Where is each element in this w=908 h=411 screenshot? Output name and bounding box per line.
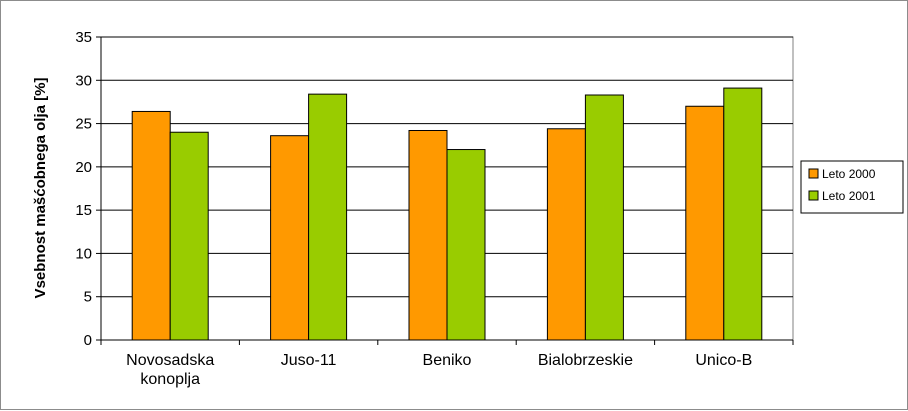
y-tick-label: 20 <box>75 159 92 176</box>
gridlines <box>101 36 793 298</box>
x-category-label: Beniko <box>423 352 472 369</box>
bars <box>131 87 763 341</box>
bar-leto-2001 <box>169 131 209 341</box>
y-tick-label: 10 <box>75 245 92 262</box>
x-category-label: Bialobrzeskie <box>538 352 633 369</box>
y-tick-label: 35 <box>75 29 92 46</box>
legend: Leto 2000 Leto 2001 <box>800 160 904 214</box>
y-tick-label: 0 <box>84 332 92 349</box>
legend-label: Leto 2001 <box>822 189 876 203</box>
bar-leto-2000 <box>546 128 586 341</box>
bar-leto-2001 <box>723 87 763 341</box>
axes: 0 5 10 15 20 25 30 35 Novosadska konoplja Juso-11 B… <box>75 29 794 388</box>
x-category-label: Unico-B <box>695 352 752 369</box>
x-category-label: Juso-11 <box>281 352 337 369</box>
bar-leto-2001 <box>584 94 624 341</box>
y-tick-label: 30 <box>75 72 92 89</box>
bar-leto-2000 <box>131 110 171 341</box>
y-tick-label: 5 <box>84 289 92 306</box>
bar-leto-2001 <box>308 93 348 341</box>
bar-leto-2000 <box>408 129 448 341</box>
bar-leto-2000 <box>685 105 725 341</box>
legend-swatch <box>808 168 819 179</box>
y-tick-label: 15 <box>75 202 92 219</box>
bar-leto-2001 <box>446 149 486 341</box>
legend-label: Leto 2000 <box>822 167 876 181</box>
y-tick-label: 25 <box>75 116 92 133</box>
legend-swatch <box>808 190 819 201</box>
y-axis-label: Vsebnost mašćobnega olja [%] <box>32 78 49 299</box>
x-category-label: Novosadska konoplja <box>126 352 214 388</box>
bar-leto-2000 <box>270 135 310 341</box>
